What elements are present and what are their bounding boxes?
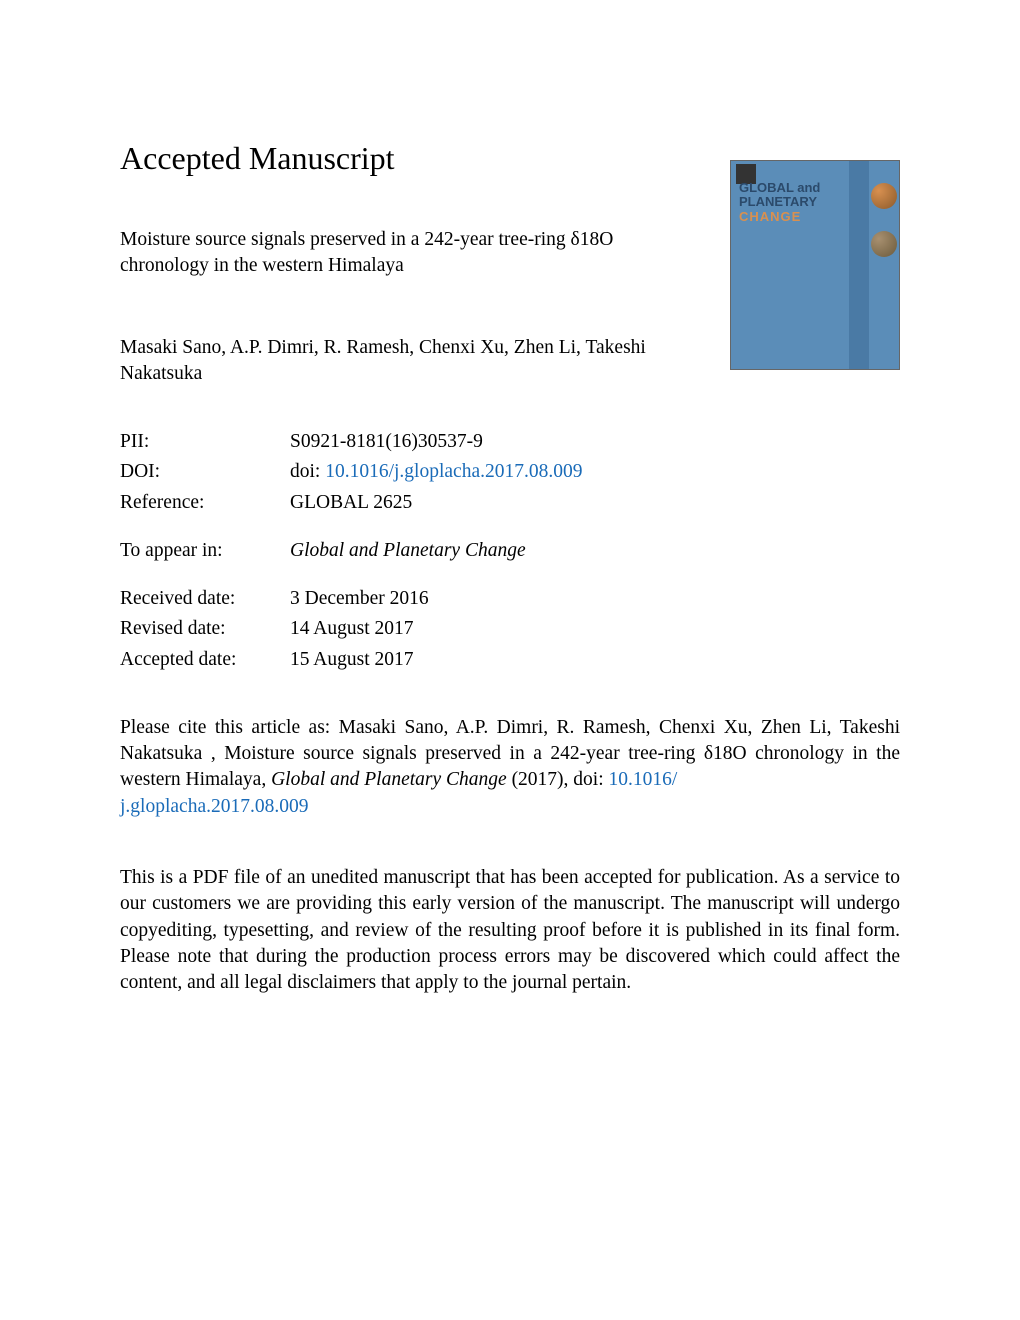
meta-row-received: Received date: 3 December 2016 — [120, 584, 900, 614]
meta-value: 3 December 2016 — [290, 584, 429, 614]
meta-row-appear: To appear in: Global and Planetary Chang… — [120, 536, 900, 566]
meta-label: Revised date: — [120, 614, 290, 644]
cover-title-line1: GLOBAL and — [739, 181, 820, 195]
meta-label: To appear in: — [120, 536, 290, 566]
meta-label: Accepted date: — [120, 645, 290, 675]
meta-label: Received date: — [120, 584, 290, 614]
meta-row-accepted: Accepted date: 15 August 2017 — [120, 645, 900, 675]
disclaimer-text: This is a PDF file of an unedited manusc… — [120, 865, 900, 997]
meta-value: Global and Planetary Change — [290, 536, 526, 566]
meta-label: PII: — [120, 427, 290, 457]
meta-row-revised: Revised date: 14 August 2017 — [120, 614, 900, 644]
meta-value: 14 August 2017 — [290, 614, 414, 644]
meta-value: S0921-8181(16)30537-9 — [290, 427, 483, 457]
meta-label: Reference: — [120, 488, 290, 518]
meta-row-pii: PII: S0921-8181(16)30537-9 — [120, 427, 900, 457]
meta-value: 15 August 2017 — [290, 645, 414, 675]
doi-link[interactable]: 10.1016/j.gloplacha.2017.08.009 — [325, 461, 582, 482]
cover-title-line2b: CHANGE — [739, 210, 820, 224]
citation-text: Please cite this article as: Masaki Sano… — [120, 715, 900, 820]
article-title: Moisture source signals preserved in a 2… — [120, 227, 670, 280]
meta-row-reference: Reference: GLOBAL 2625 — [120, 488, 900, 518]
doi-prefix: doi: — [290, 461, 325, 482]
author-list: Masaki Sano, A.P. Dimri, R. Ramesh, Chen… — [120, 335, 670, 388]
meta-value: doi: 10.1016/j.gloplacha.2017.08.009 — [290, 457, 582, 487]
metadata-table: PII: S0921-8181(16)30537-9 DOI: doi: 10.… — [120, 427, 900, 675]
cite-doi-link[interactable]: j.gloplacha.2017.08.009 — [120, 796, 308, 817]
meta-row-doi: DOI: doi: 10.1016/j.gloplacha.2017.08.00… — [120, 457, 900, 487]
meta-value: GLOBAL 2625 — [290, 488, 412, 518]
globe-icon — [871, 231, 897, 257]
cover-stripe — [849, 161, 869, 369]
cite-year: (2017), doi: — [507, 769, 609, 790]
cover-title-line2a: PLANETARY — [739, 195, 820, 209]
cover-journal-title: GLOBAL and PLANETARY CHANGE — [739, 181, 820, 224]
journal-cover-thumbnail: GLOBAL and PLANETARY CHANGE — [730, 160, 900, 370]
cite-doi-link[interactable]: 10.1016/ — [609, 769, 678, 790]
globe-icon — [871, 183, 897, 209]
meta-label: DOI: — [120, 457, 290, 487]
cite-journal: Global and Planetary Change — [271, 769, 507, 790]
journal-name: Global and Planetary Change — [290, 540, 526, 561]
